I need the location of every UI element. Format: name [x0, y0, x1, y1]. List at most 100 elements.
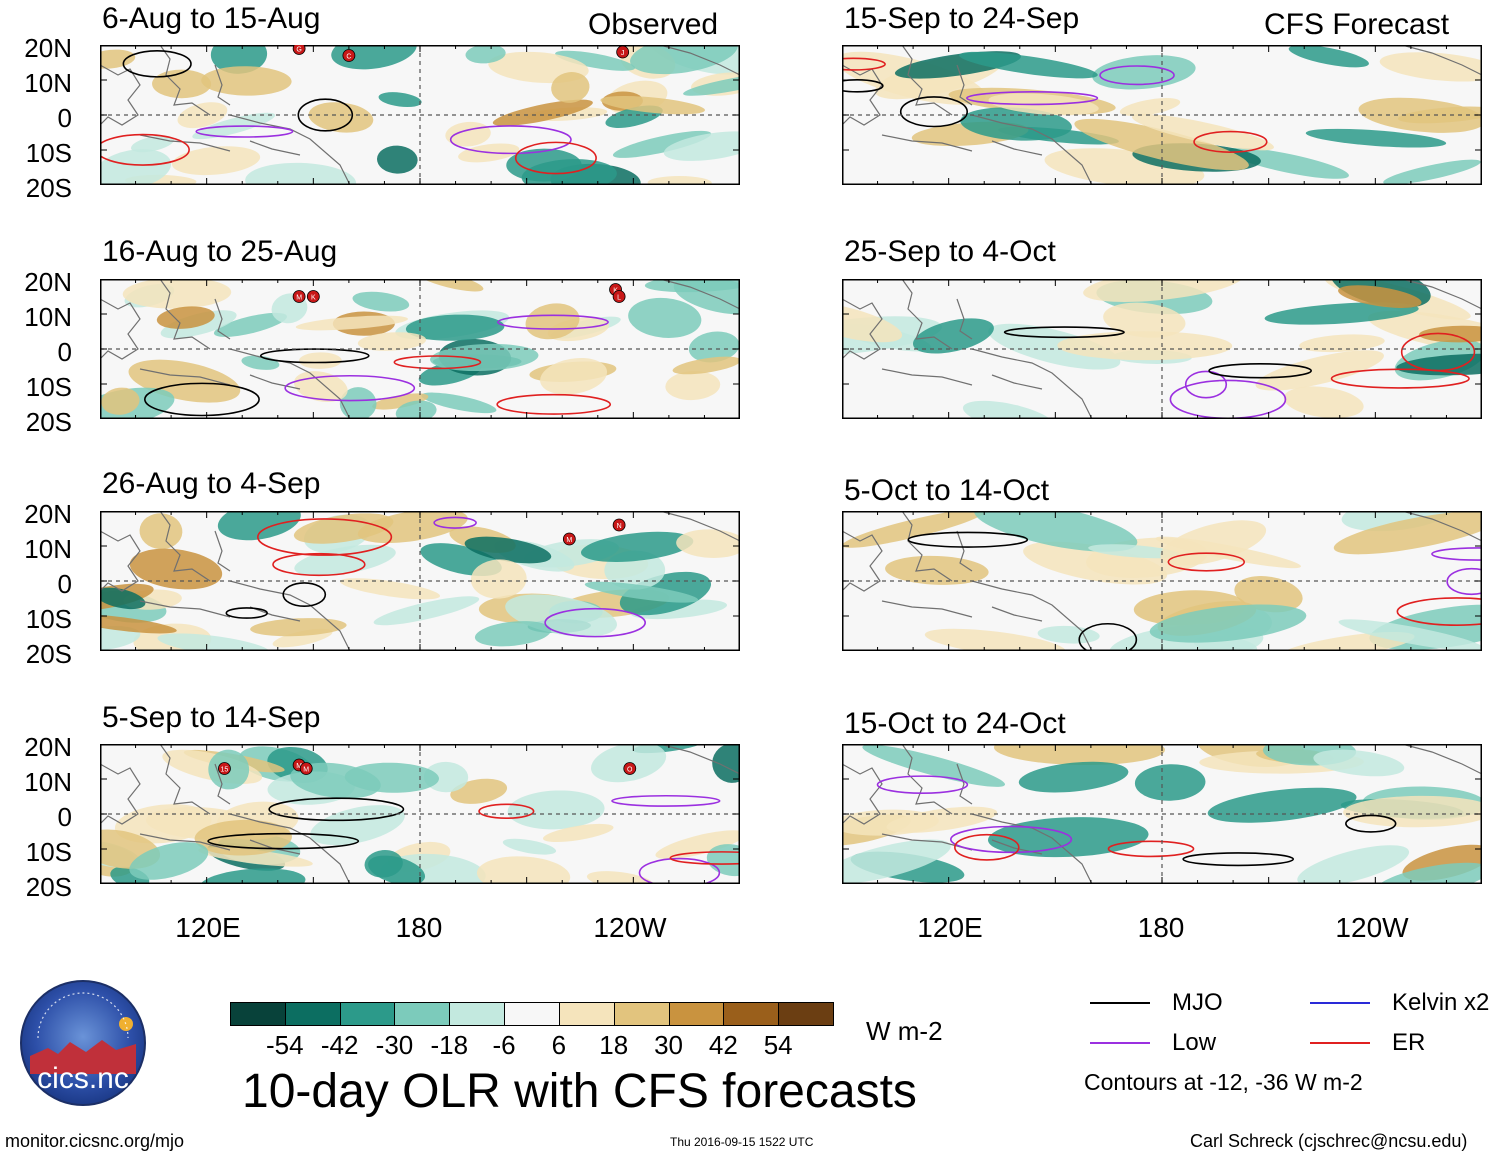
lat-label: 20S — [25, 872, 72, 902]
lon-label-180-left: 180 — [395, 912, 443, 943]
wave-contours — [1003, 326, 1476, 419]
obs-panel-1: G C J — [100, 45, 740, 185]
colorbar-label: -6 — [492, 1030, 516, 1060]
axis-ticks — [842, 511, 1482, 651]
coastlines — [842, 279, 1482, 419]
lon-label-120e-left: 120E — [175, 912, 241, 943]
fc-panel-1-title: 15-Sep to 24-Sep — [844, 2, 1080, 35]
fc-map-3 — [842, 511, 1482, 651]
colorbar-swatch — [778, 1002, 834, 1026]
colorbar — [230, 1002, 834, 1026]
main-title: 10-day OLR with CFS forecasts — [242, 1065, 917, 1118]
legend-line-low — [1090, 1042, 1150, 1044]
lat-label: 10S — [25, 138, 72, 168]
axis-ticks — [842, 279, 1482, 419]
footer-url[interactable]: monitor.cicsnc.org/mjo — [5, 1131, 185, 1151]
wave-contours — [207, 794, 740, 884]
cyclone-marker-label: M — [296, 295, 302, 302]
wave-contours — [225, 516, 646, 638]
lat-label: 20S — [25, 639, 72, 669]
colorbar-swatch — [504, 1002, 560, 1026]
axis-ticks — [842, 744, 1482, 884]
legend-line-er — [1310, 1042, 1370, 1044]
lat-label: 10N — [24, 302, 72, 332]
colorbar-label: 42 — [708, 1030, 738, 1060]
colorbar-swatch — [558, 1002, 615, 1026]
lat-label: 10N — [24, 767, 72, 797]
axis-ticks — [100, 45, 740, 185]
axis-ticks — [100, 511, 740, 651]
colorbar-label: -54 — [266, 1030, 304, 1060]
obs-panel-1-title: 6-Aug to 15-Aug — [102, 2, 321, 35]
colorbar-swatch — [723, 1002, 780, 1026]
obs-panel-2-title: 16-Aug to 25-Aug — [102, 235, 338, 268]
fc-map-4 — [842, 744, 1482, 884]
colorbar-swatch — [613, 1002, 670, 1026]
olr-anomaly-field — [842, 511, 1482, 651]
lat-label: 20N — [24, 732, 72, 762]
legend-label-kelvin: Kelvin x2 — [1392, 989, 1490, 1016]
lat-label: 0 — [57, 802, 72, 832]
fc-panel-2 — [842, 279, 1482, 419]
coastlines — [842, 45, 1482, 185]
wave-contours — [144, 314, 612, 417]
coastlines — [842, 511, 1482, 651]
obs-map-2: M KKL — [100, 279, 740, 419]
footer-credit: Carl Schreck (cjschrec@ncsu.edu) — [1190, 1131, 1468, 1151]
obs-map-4: 15 M M O — [100, 744, 740, 884]
observed-header: Observed — [588, 8, 719, 41]
cyclone-marker-label: M — [566, 537, 572, 544]
coastlines — [100, 511, 740, 651]
olr-anomaly-field — [100, 279, 740, 419]
legend-label-er: ER — [1392, 1029, 1426, 1056]
fc-map-2 — [842, 279, 1482, 419]
cyclone-marker: C — [342, 49, 356, 62]
lat-label: 20S — [25, 407, 72, 437]
lat-label: 20S — [25, 173, 72, 203]
cyclone-marker-label: G — [296, 47, 301, 54]
cyclone-marker-label: O — [627, 767, 633, 774]
lat-label: 10N — [24, 534, 72, 564]
obs-map-3: MN — [100, 511, 740, 651]
coastlines — [100, 45, 740, 185]
cyclone-marker-label: M — [296, 763, 302, 770]
cyclone-marker-label: K — [613, 288, 618, 295]
colorbar-swatch — [230, 1002, 286, 1026]
lon-label-120e-right: 120E — [917, 912, 983, 943]
fc-panel-4 — [842, 744, 1482, 884]
legend-label-low: Low — [1172, 1029, 1217, 1056]
olr-anomaly-field — [842, 45, 1482, 185]
fc-map-1 — [842, 45, 1482, 185]
axis-ticks — [100, 279, 740, 419]
cyclone-marker: J — [616, 45, 630, 59]
cyclone-marker: O — [623, 762, 637, 775]
wave-contours — [907, 531, 1482, 651]
lat-label: 20N — [24, 499, 72, 529]
cyclone-marker-label: M — [303, 767, 309, 774]
lat-label: 10S — [25, 837, 72, 867]
colorbar-label: 6 — [551, 1030, 567, 1060]
obs-map-1: G C J — [100, 45, 740, 185]
cyclone-marker: K — [306, 290, 320, 303]
fc-panel-2-title: 25-Sep to 4-Oct — [844, 235, 1056, 268]
colorbar-label: 30 — [654, 1030, 683, 1060]
obs-panel-4-title: 5-Sep to 14-Sep — [102, 701, 321, 734]
colorbar-swatch — [284, 1002, 341, 1026]
cyclone-marker: 15 — [218, 762, 231, 775]
colorbar-swatch — [668, 1002, 725, 1026]
lat-label: 0 — [57, 103, 72, 133]
fc-panel-3 — [842, 511, 1482, 651]
fc-panel-4-title: 15-Oct to 24-Oct — [844, 707, 1066, 740]
olr-anomaly-field — [842, 279, 1482, 419]
olr-anomaly-field — [100, 45, 740, 185]
cyclone-marker: M — [292, 290, 306, 303]
forecast-header: CFS Forecast — [1264, 8, 1450, 41]
colorbar-label: 18 — [599, 1030, 629, 1060]
cyclone-marker: L — [612, 290, 626, 303]
lat-label: 0 — [57, 337, 72, 367]
legend-line-kelvin — [1310, 1002, 1370, 1004]
colorbar-units: W m-2 — [866, 1016, 943, 1046]
legend-line-mjo — [1090, 1002, 1150, 1004]
cyclone-marker-label: J — [621, 50, 625, 57]
